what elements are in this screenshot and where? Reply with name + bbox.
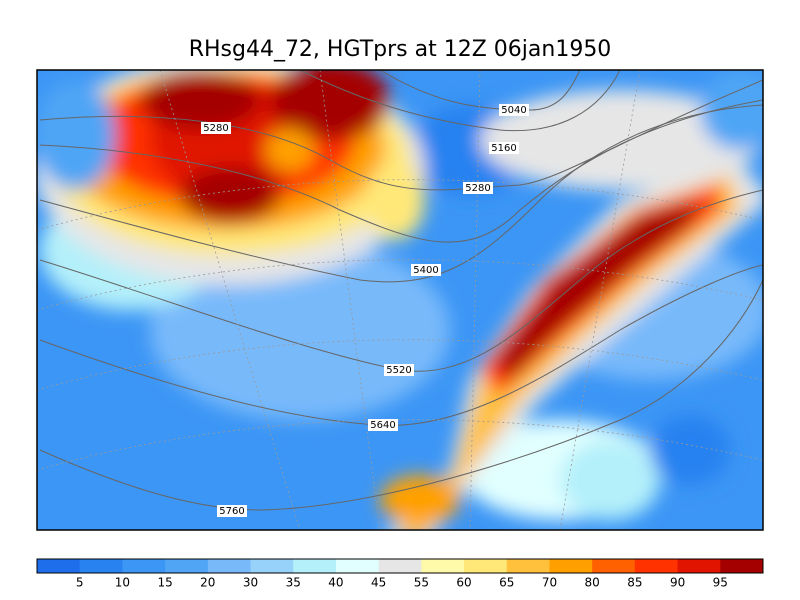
colorbar-swatch <box>506 559 550 573</box>
colorbar-swatch <box>421 559 465 573</box>
contour-label: 5040 <box>501 105 526 116</box>
colorbar-swatch <box>250 559 294 573</box>
colorbar-label: 80 <box>585 576 600 590</box>
contour-label: 5280 <box>203 123 228 134</box>
colorbar-label: 55 <box>414 576 429 590</box>
colorbar-label: 85 <box>627 576 642 590</box>
colorbar-swatch <box>464 559 508 573</box>
colorbar-label: 60 <box>456 576 471 590</box>
colorbar-swatch <box>378 559 422 573</box>
colorbar-label: 20 <box>200 576 215 590</box>
colorbar-label: 40 <box>328 576 343 590</box>
colorbar-swatch <box>677 559 721 573</box>
colorbar-swatch <box>79 559 123 573</box>
colorbar-swatch <box>165 559 209 573</box>
contour-label: 5520 <box>386 365 411 376</box>
colorbar-swatch <box>207 559 252 573</box>
colorbar-label: 5 <box>76 576 84 590</box>
map-frame <box>36 69 764 531</box>
colorbar-frame <box>36 558 764 574</box>
contour-label: 5160 <box>491 143 516 154</box>
colorbar-label: 15 <box>157 576 172 590</box>
colorbar-label: 70 <box>542 576 557 590</box>
colorbar-label: 95 <box>713 576 728 590</box>
colorbar-label: 10 <box>115 576 130 590</box>
map-field: 5040 5160 5280 5280 5400 5520 5640 5760 <box>37 70 763 530</box>
colorbar: 5 10 15 20 30 35 40 45 55 60 65 70 80 85 90 95 <box>36 558 764 590</box>
contour-label: 5400 <box>413 265 438 276</box>
colorbar-label: 30 <box>243 576 258 590</box>
colorbar-swatch <box>122 559 166 573</box>
colorbar-label: 90 <box>670 576 685 590</box>
contour-labels: 5040 5160 5280 5280 5400 5520 5640 5760 <box>201 104 529 517</box>
contour-label: 5280 <box>465 183 490 194</box>
colorbar-swatch <box>720 559 764 573</box>
map-title: RHsg44_72, HGTprs at 12Z 06jan1950 <box>189 37 612 62</box>
colorbar-swatch <box>37 559 81 573</box>
contour-label: 5640 <box>370 420 395 431</box>
colorbar-label: 65 <box>499 576 514 590</box>
colorbar-swatch <box>549 559 593 573</box>
colorbar-swatch <box>592 559 636 573</box>
colorbar-label: 35 <box>286 576 301 590</box>
contour-label: 5760 <box>219 506 244 517</box>
colorbar-label: 45 <box>371 576 386 590</box>
colorbar-swatch <box>293 559 337 573</box>
colorbar-swatch <box>634 559 679 573</box>
colorbar-swatch <box>335 559 380 573</box>
